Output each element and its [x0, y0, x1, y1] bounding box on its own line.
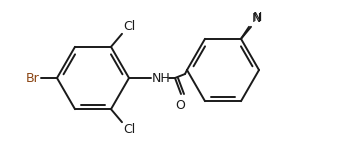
Text: Cl: Cl	[123, 123, 135, 136]
Text: N: N	[253, 11, 262, 24]
Text: Cl: Cl	[123, 20, 135, 33]
Text: O: O	[175, 99, 185, 112]
Text: Br: Br	[25, 71, 39, 85]
Text: NH: NH	[152, 71, 171, 85]
Text: N: N	[252, 12, 261, 25]
